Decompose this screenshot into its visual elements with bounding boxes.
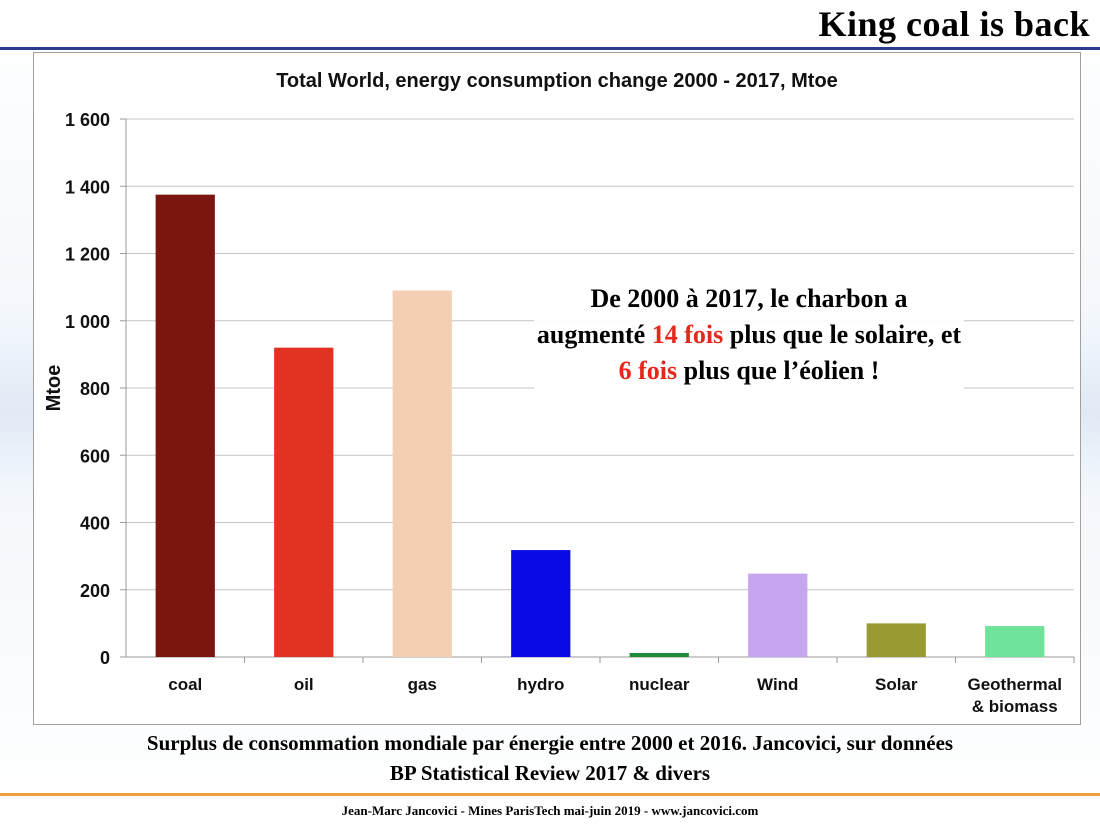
category-label: oil <box>294 675 314 694</box>
y-tick-label: 600 <box>80 446 110 466</box>
y-tick-label: 800 <box>80 379 110 399</box>
y-tick-label: 1 200 <box>65 245 110 265</box>
bar-oil <box>274 347 334 657</box>
y-tick-label: 0 <box>100 648 110 668</box>
chart-panel: Total World, energy consumption change 2… <box>33 52 1081 725</box>
slide-title: King coal is back <box>818 4 1090 44</box>
bar-nuclear <box>629 652 689 657</box>
figure-caption: Surplus de consommation mondiale par éne… <box>0 728 1100 788</box>
callout-text-3: plus que l’éolien ! <box>677 356 880 385</box>
category-label: Solar <box>875 675 918 694</box>
footer-divider <box>0 793 1100 796</box>
callout-highlight-6x: 6 fois <box>618 356 678 385</box>
bars <box>155 194 1045 657</box>
category-labels: coal oil gas hydro nuclear Wind Solar Geotherma… <box>168 675 1062 716</box>
category-label: hydro <box>517 675 564 694</box>
bar-solar <box>866 623 926 657</box>
bar-coal <box>155 194 215 657</box>
y-tick-label: 1 600 <box>65 110 110 130</box>
bar-wind <box>748 573 808 657</box>
title-divider <box>0 47 1100 50</box>
callout-annotation: De 2000 à 2017, le charbon a augmenté 14… <box>534 281 964 389</box>
bar-gas <box>392 290 452 657</box>
callout-highlight-14x: 14 fois <box>651 320 724 349</box>
y-tick-labels: 0 200 400 600 800 1 000 1 200 1 400 1 600 <box>65 110 110 668</box>
y-tick-label: 400 <box>80 514 110 534</box>
caption-line-2: BP Statistical Review 2017 & divers <box>389 761 711 785</box>
y-tick-label: 200 <box>80 581 110 601</box>
y-axis-label: Mtoe <box>43 365 65 412</box>
category-label: Wind <box>757 675 798 694</box>
category-label: coal <box>168 675 202 694</box>
bar-hydro <box>511 550 571 657</box>
caption-line-1: Surplus de consommation mondiale par éne… <box>146 731 954 755</box>
bar-geothermal <box>985 626 1045 657</box>
category-label: Geothermal <box>968 675 1062 694</box>
callout-text-1: De 2000 à 2017, le charbon a augmenté <box>536 284 908 349</box>
chart-title: Total World, energy consumption change 2… <box>276 70 838 92</box>
footer-credit: Jean-Marc Jancovici - Mines ParisTech ma… <box>341 803 759 818</box>
y-tick-label: 1 000 <box>65 312 110 332</box>
y-tick-label: 1 400 <box>65 177 110 197</box>
category-label: nuclear <box>629 675 690 694</box>
category-label: & biomass <box>972 697 1058 716</box>
gridlines <box>120 118 1075 663</box>
category-label: gas <box>408 675 437 694</box>
callout-text-2: plus que le solaire, et <box>723 320 962 349</box>
